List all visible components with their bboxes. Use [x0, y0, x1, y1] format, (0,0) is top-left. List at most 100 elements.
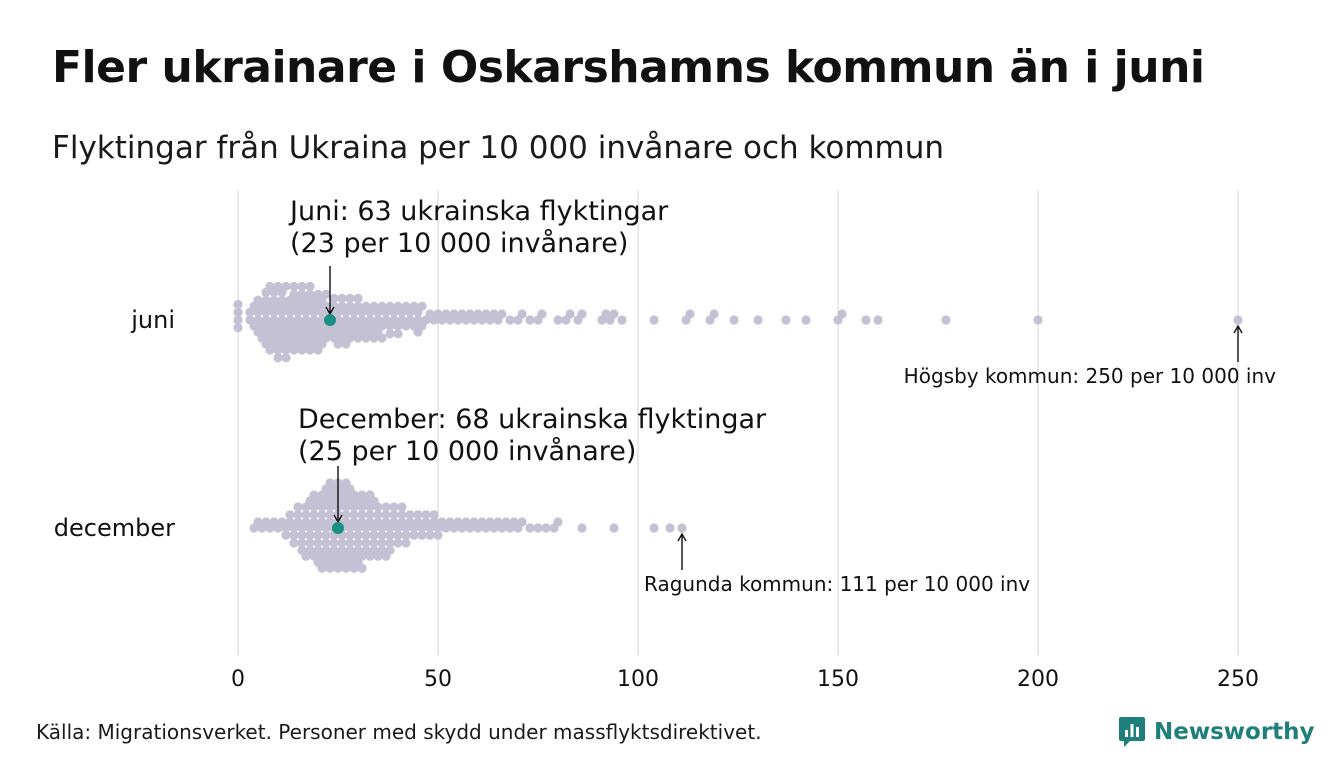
callout-arrow-head: [677, 532, 687, 542]
data-point: [289, 538, 299, 548]
data-point: [233, 307, 243, 317]
data-point: [305, 281, 315, 291]
callout-arrow-head: [1233, 324, 1243, 334]
row-label-juni: juni: [130, 306, 175, 334]
x-tick-label: 100: [617, 667, 659, 692]
chart-title: Fler ukrainare i Oskarshamns kommun än i…: [52, 42, 1205, 93]
x-tick-label: 50: [424, 667, 452, 692]
data-point: [305, 530, 315, 540]
data-point: [577, 309, 587, 319]
data-point: [361, 538, 371, 548]
data-point: [1033, 315, 1043, 325]
data-point: [273, 353, 283, 363]
data-point: [353, 538, 363, 548]
data-point: [357, 563, 367, 573]
data-point: [337, 293, 347, 303]
data-point: [349, 510, 359, 520]
data-point: [297, 530, 307, 540]
data-point: [373, 510, 383, 520]
data-point: [837, 309, 847, 319]
data-point: [525, 315, 535, 325]
data-point: [861, 315, 871, 325]
data-point: [873, 315, 883, 325]
data-point: [617, 315, 627, 325]
data-point: [409, 530, 419, 540]
data-point: [397, 502, 407, 512]
data-point: [533, 523, 543, 533]
data-point: [553, 517, 563, 527]
data-point: [329, 538, 339, 548]
data-point: [297, 538, 307, 548]
x-tick-label: 200: [1017, 667, 1059, 692]
data-point: [401, 538, 411, 548]
highlight-annotation: December: 68 ukrainska flyktingar: [298, 404, 767, 435]
data-point: [413, 510, 423, 520]
data-point: [1233, 315, 1243, 325]
data-point: [293, 502, 303, 512]
data-point: [313, 538, 323, 548]
data-point: [393, 538, 403, 548]
data-point: [393, 329, 403, 339]
data-point: [321, 538, 331, 548]
data-point: [709, 309, 719, 319]
data-point: [685, 309, 695, 319]
x-tick-label: 150: [817, 667, 859, 692]
newsworthy-logo: Newsworthy: [1118, 714, 1315, 750]
highlight-annotation: Juni: 63 ukrainska flyktingar: [288, 196, 669, 227]
data-point: [313, 530, 323, 540]
data-point: [281, 530, 291, 540]
data-point: [417, 530, 427, 540]
data-point: [517, 517, 527, 527]
data-point: [233, 315, 243, 325]
data-point: [401, 530, 411, 540]
data-point: [429, 510, 439, 520]
data-point: [517, 309, 527, 319]
data-point: [649, 523, 659, 533]
data-point: [321, 530, 331, 540]
data-point: [417, 301, 427, 311]
data-point: [233, 323, 243, 333]
data-point: [425, 530, 435, 540]
data-point: [729, 315, 739, 325]
data-point: [385, 329, 395, 339]
data-point: [753, 315, 763, 325]
data-point: [553, 315, 563, 325]
data-point: [537, 309, 547, 319]
chart-subtitle: Flyktingar från Ukraina per 10 000 invån…: [52, 130, 945, 166]
data-point: [505, 315, 515, 325]
data-point: [369, 538, 379, 548]
data-point: [321, 289, 331, 299]
data-point: [541, 523, 551, 533]
newsworthy-logo-text: Newsworthy: [1154, 719, 1315, 745]
data-point: [337, 538, 347, 548]
data-point: [941, 315, 951, 325]
data-point: [421, 510, 431, 520]
data-point: [281, 353, 291, 363]
data-point: [305, 538, 315, 548]
x-tick-label: 0: [231, 667, 245, 692]
data-point: [301, 510, 311, 520]
data-point: [677, 523, 687, 533]
data-point: [345, 530, 355, 540]
data-point: [609, 523, 619, 533]
data-point: [397, 510, 407, 520]
data-point: [609, 309, 619, 319]
data-point: [357, 510, 367, 520]
data-point: [289, 530, 299, 540]
x-tick-label: 250: [1217, 667, 1259, 692]
data-point: [317, 510, 327, 520]
data-point: [285, 510, 295, 520]
data-point: [497, 309, 507, 319]
data-point: [393, 530, 403, 540]
highlight-point: [332, 522, 344, 534]
newsworthy-logo-icon: [1119, 717, 1145, 747]
data-point: [365, 510, 375, 520]
data-point: [345, 293, 355, 303]
highlight-annotation: (25 per 10 000 invånare): [298, 436, 636, 467]
data-point: [649, 315, 659, 325]
data-point: [665, 523, 675, 533]
row-label-december: december: [54, 514, 175, 542]
data-point: [325, 510, 335, 520]
beeswarm-chart: 0 50 100 150 200 250 juni Juni: 63 ukrainska fl…: [54, 190, 1276, 692]
highlight-annotation: (23 per 10 000 invånare): [290, 228, 628, 259]
